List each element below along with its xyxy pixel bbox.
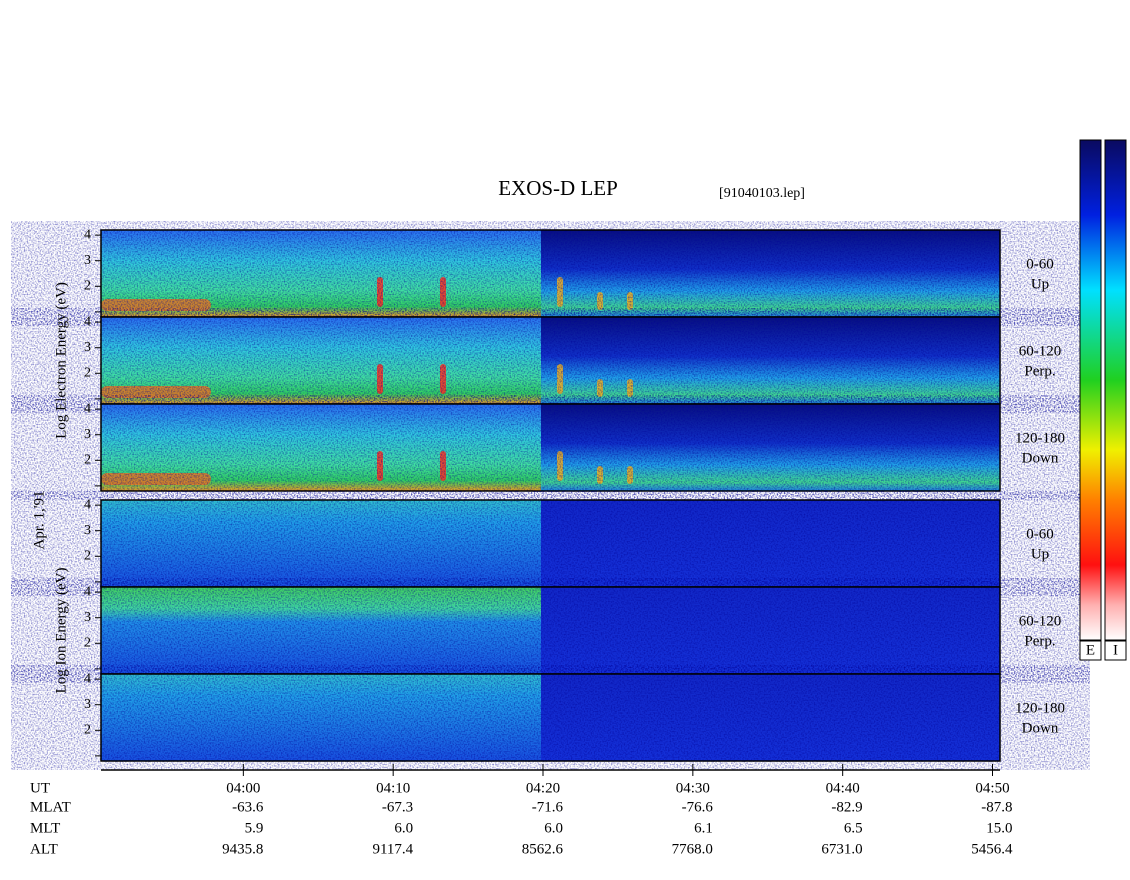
row-value: -76.6 bbox=[682, 799, 714, 815]
row-value: -63.6 bbox=[232, 799, 264, 815]
row-value: 9117.4 bbox=[372, 841, 413, 857]
row-value: -82.9 bbox=[831, 799, 862, 815]
row-value: 7768.0 bbox=[672, 841, 713, 857]
row-value: 15.0 bbox=[986, 820, 1012, 836]
row-value: -71.6 bbox=[532, 799, 564, 815]
row-label: MLT bbox=[30, 820, 60, 836]
y-tick-label: 2 bbox=[84, 279, 91, 294]
colorbar-label: E bbox=[1086, 642, 1095, 658]
row-value: -67.3 bbox=[382, 799, 413, 815]
panel-label: 0-60 bbox=[1026, 256, 1054, 272]
y-axis-label: Log Electron Energy (eV) bbox=[53, 282, 69, 439]
x-tick-label: 04:20 bbox=[526, 780, 560, 796]
y-tick-label: 3 bbox=[84, 523, 91, 538]
row-label: MLAT bbox=[30, 799, 71, 815]
row-value: 5456.4 bbox=[971, 841, 1013, 857]
row-value: -87.8 bbox=[981, 799, 1012, 815]
date-label: Apr. 1,'91 bbox=[31, 491, 47, 550]
panel-frame bbox=[100, 673, 1001, 762]
colorbar-label: I bbox=[1113, 642, 1118, 658]
row-value: 8562.6 bbox=[522, 841, 564, 857]
panel-label: Perp. bbox=[1024, 633, 1055, 649]
row-label: ALT bbox=[30, 841, 58, 857]
colorbar-box bbox=[1079, 640, 1102, 661]
colorbar-box bbox=[1104, 640, 1127, 661]
spectrogram-noise bbox=[101, 404, 1000, 491]
y-tick-label: 4 bbox=[84, 401, 91, 416]
y-tick-label: 3 bbox=[84, 340, 91, 355]
spectrogram-noise bbox=[101, 317, 1000, 404]
row-value: 6731.0 bbox=[821, 841, 862, 857]
panel-label: 120-180 bbox=[1015, 430, 1065, 446]
y-tick-label: 4 bbox=[84, 584, 91, 599]
x-tick-label: 04:40 bbox=[826, 780, 860, 796]
colorbar bbox=[1079, 139, 1102, 641]
row-value: 9435.8 bbox=[222, 841, 263, 857]
panel-label: 60-120 bbox=[1019, 343, 1062, 359]
y-tick-label: 3 bbox=[84, 697, 91, 712]
panel-label: 60-120 bbox=[1019, 613, 1062, 629]
panel-frame bbox=[100, 403, 1001, 492]
spectrogram-noise bbox=[101, 500, 1000, 587]
y-tick-label: 2 bbox=[84, 549, 91, 564]
y-tick-label: 2 bbox=[84, 453, 91, 468]
panel-label: Up bbox=[1031, 276, 1049, 292]
y-tick-label: 4 bbox=[84, 314, 91, 329]
y-tick-label: 3 bbox=[84, 427, 91, 442]
x-tick-label: 04:50 bbox=[975, 780, 1009, 796]
spectrogram-noise bbox=[101, 674, 1000, 761]
panel-label: Up bbox=[1031, 546, 1049, 562]
row-value: 5.9 bbox=[245, 820, 264, 836]
panel-label: 120-180 bbox=[1015, 700, 1065, 716]
title: EXOS-D LEP bbox=[498, 176, 618, 200]
y-axis-label: Log Ion Energy (eV) bbox=[53, 568, 69, 694]
row-value: 6.5 bbox=[844, 820, 863, 836]
y-tick-label: 4 bbox=[84, 671, 91, 686]
y-tick-label: 2 bbox=[84, 723, 91, 738]
panel-label: Perp. bbox=[1024, 363, 1055, 379]
plot-layer: 2 3 4 0-60 Up 2 3 4 60-120 Perp. 2 3 4 120-180 Down Log… bbox=[30, 227, 1065, 857]
spectrogram-noise bbox=[101, 587, 1000, 674]
file-name: [91040103.lep] bbox=[719, 186, 805, 201]
panel-label: Down bbox=[1022, 720, 1059, 736]
row-value: 6.0 bbox=[394, 820, 413, 836]
x-tick-label: 04:00 bbox=[226, 780, 260, 796]
row-label: UT bbox=[30, 780, 50, 796]
colorbar bbox=[1104, 139, 1127, 641]
y-tick-label: 2 bbox=[84, 636, 91, 651]
x-tick-label: 04:30 bbox=[676, 780, 710, 796]
x-tick-label: 04:10 bbox=[376, 780, 410, 796]
spectrogram-noise bbox=[101, 230, 1000, 317]
y-tick-label: 4 bbox=[84, 227, 91, 242]
row-value: 6.1 bbox=[694, 820, 713, 836]
y-tick-label: 4 bbox=[84, 497, 91, 512]
y-tick-label: 3 bbox=[84, 253, 91, 268]
y-tick-label: 2 bbox=[84, 366, 91, 381]
panel-label: Down bbox=[1022, 450, 1059, 466]
row-value: 6.0 bbox=[544, 820, 563, 836]
y-tick-label: 3 bbox=[84, 610, 91, 625]
panel-label: 0-60 bbox=[1026, 526, 1054, 542]
